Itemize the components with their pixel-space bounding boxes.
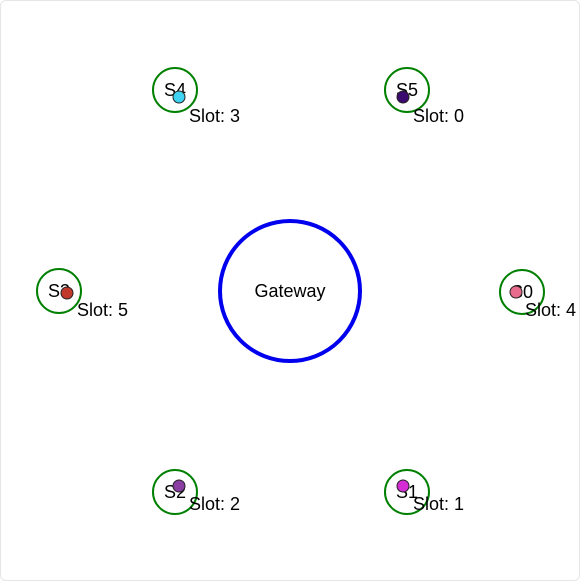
packet-dot — [172, 479, 186, 493]
gateway-label: Gateway — [254, 281, 325, 301]
slot-label: Slot: 2 — [189, 494, 240, 514]
packet-dot — [396, 90, 410, 104]
gateway-circle[interactable] — [218, 219, 362, 363]
gateway[interactable]: Gateway — [218, 219, 362, 363]
node-ring[interactable] — [152, 67, 198, 113]
node-ring[interactable] — [384, 67, 430, 113]
packet-dot — [509, 285, 523, 299]
packet-dot — [60, 286, 74, 300]
node-s0[interactable]: S0Slot: 4 — [499, 269, 576, 320]
packet-dot — [396, 479, 410, 493]
node-ring[interactable] — [36, 268, 82, 314]
slot-label: Slot: 5 — [77, 300, 128, 320]
slot-label: Slot: 0 — [413, 106, 464, 126]
node-ring[interactable] — [152, 469, 198, 515]
slot-label: Slot: 1 — [413, 494, 464, 514]
node-ring[interactable] — [384, 469, 430, 515]
slot-label: Slot: 4 — [525, 300, 576, 320]
packet-dot — [172, 90, 186, 104]
slot-label: Slot: 3 — [189, 106, 240, 126]
